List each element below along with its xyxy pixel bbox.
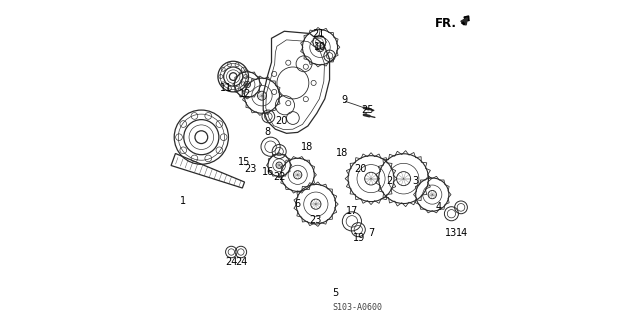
Text: 23: 23 xyxy=(310,215,322,225)
Text: 14: 14 xyxy=(456,228,468,238)
Text: 6: 6 xyxy=(294,199,301,209)
Text: 7: 7 xyxy=(369,228,375,238)
Text: 16: 16 xyxy=(262,167,274,177)
Text: 24: 24 xyxy=(236,256,248,267)
FancyArrow shape xyxy=(461,16,469,25)
Text: 5: 5 xyxy=(332,288,339,299)
Text: FR.: FR. xyxy=(435,18,456,30)
Text: 10: 10 xyxy=(314,42,326,52)
Text: 11: 11 xyxy=(220,83,232,93)
Text: 20: 20 xyxy=(276,116,288,126)
Text: 21: 21 xyxy=(312,29,325,40)
Text: 17: 17 xyxy=(346,205,358,216)
Text: 25: 25 xyxy=(362,105,374,115)
Text: S103-A0600: S103-A0600 xyxy=(333,303,383,312)
Text: 4: 4 xyxy=(436,202,442,212)
Text: 24: 24 xyxy=(225,256,237,267)
Text: 19: 19 xyxy=(353,233,365,243)
Text: 13: 13 xyxy=(445,228,458,238)
Text: 22: 22 xyxy=(273,172,285,182)
Text: 3: 3 xyxy=(413,176,419,186)
Text: 2: 2 xyxy=(387,176,393,186)
Text: 20: 20 xyxy=(355,164,367,174)
Text: 8: 8 xyxy=(264,127,271,137)
Text: 18: 18 xyxy=(336,148,348,158)
Text: 9: 9 xyxy=(341,95,348,106)
Text: 15: 15 xyxy=(238,157,250,167)
Text: 12: 12 xyxy=(239,89,252,99)
Text: 18: 18 xyxy=(301,142,314,152)
Text: 23: 23 xyxy=(244,164,257,174)
Text: 1: 1 xyxy=(180,196,186,206)
